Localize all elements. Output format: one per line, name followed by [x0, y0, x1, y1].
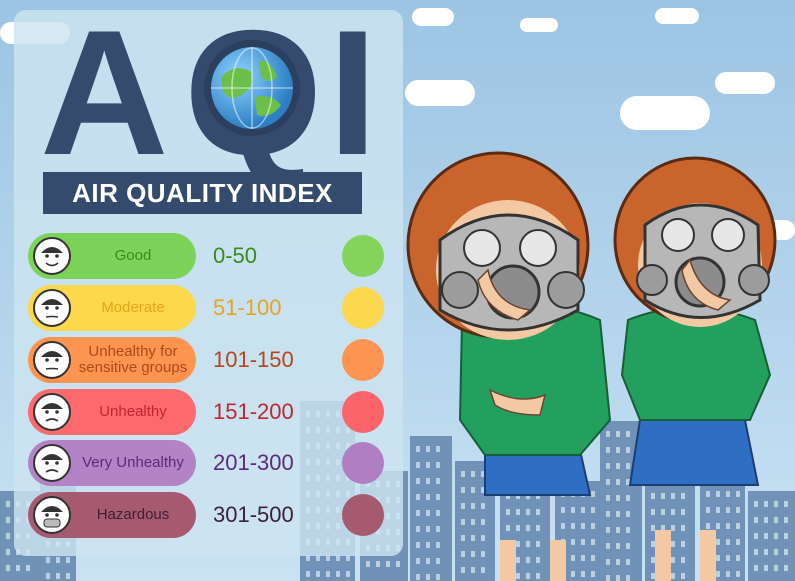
aqi-level-row: Unhealthy 151-200: [28, 389, 388, 435]
aqi-level-row: Moderate 51-100: [28, 285, 388, 331]
face-sick-icon: [33, 444, 71, 482]
aqi-range: 0-50: [213, 243, 258, 268]
aqi-level-label: Very Unhealthy: [82, 454, 184, 471]
cloud: [520, 18, 558, 32]
cloud: [655, 8, 699, 24]
face-neutral-icon: [33, 289, 71, 327]
aqi-level-pill: Unhealthy: [28, 389, 196, 435]
aqi-level-pill: Unhealthy for sensitive groups: [28, 337, 196, 383]
aqi-color-dot: [342, 391, 384, 433]
aqi-range: 101-150: [213, 347, 294, 372]
air-quality-index-banner: AIR QUALITY INDEX: [43, 172, 362, 214]
aqi-level-row: Good 0-50: [28, 233, 388, 279]
cloud: [405, 80, 475, 106]
face-uneasy-icon: [33, 341, 71, 379]
face-sad-icon: [33, 393, 71, 431]
boy-figure: [406, 151, 612, 581]
globe-icon: [204, 40, 300, 136]
aqi-range: 51-100: [213, 295, 282, 320]
logo-letter-i: I: [328, 0, 378, 192]
aqi-color-dot: [342, 287, 384, 329]
cloud: [715, 72, 775, 94]
aqi-color-dot: [342, 494, 384, 536]
girl-figure: [613, 156, 777, 581]
aqi-logo: A Q I: [36, 0, 378, 192]
aqi-level-pill: Moderate: [28, 285, 196, 331]
aqi-level-label: Unhealthy for sensitive groups: [78, 343, 188, 376]
aqi-level-pill: Hazardous: [28, 492, 196, 538]
aqi-level-row: Unhealthy for sensitive groups 101-150: [28, 337, 388, 383]
aqi-range: 151-200: [213, 399, 294, 424]
aqi-color-dot: [342, 339, 384, 381]
aqi-range: 201-300: [213, 450, 294, 475]
aqi-level-pill: Good: [28, 233, 196, 279]
face-happy-icon: [33, 237, 71, 275]
logo-letter-a: A: [40, 0, 169, 192]
cloud: [412, 8, 454, 26]
aqi-level-label: Hazardous: [96, 506, 170, 523]
aqi-level-label: Good: [114, 247, 152, 264]
aqi-level-label: Unhealthy: [99, 403, 167, 420]
aqi-level-row: Hazardous 301-500: [28, 492, 388, 538]
children-with-gas-masks: [406, 151, 777, 581]
cloud: [620, 96, 710, 130]
aqi-color-dot: [342, 235, 384, 277]
aqi-range: 301-500: [213, 502, 294, 527]
aqi-level-row: Very Unhealthy 201-300: [28, 440, 388, 486]
face-mask-icon: [33, 496, 71, 534]
aqi-color-dot: [342, 442, 384, 484]
aqi-level-label: Moderate: [101, 299, 165, 316]
aqi-level-pill: Very Unhealthy: [28, 440, 196, 486]
